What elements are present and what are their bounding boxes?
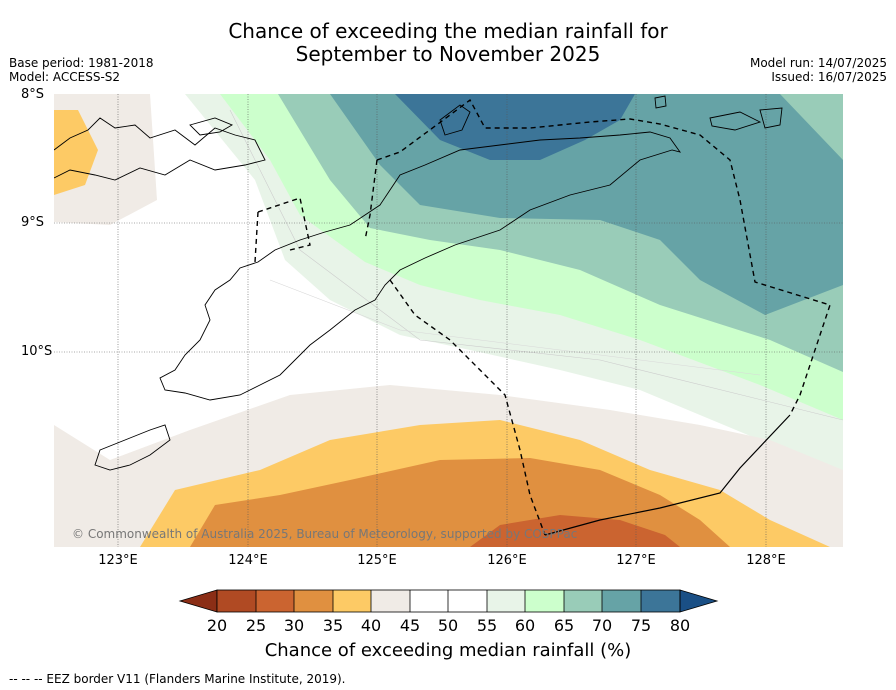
- copyright-notice: © Commonwealth of Australia 2025, Bureau…: [72, 527, 578, 541]
- colorbar-tick: 50: [437, 616, 459, 635]
- metadata-right: Model run: 14/07/2025 Issued: 16/07/2025: [750, 56, 887, 84]
- colorbar-low-arrow: [178, 589, 218, 613]
- colorbar-bin-60-65: [525, 590, 564, 612]
- colorbar-tick: 55: [476, 616, 498, 635]
- maritime-boundary-line: [544, 414, 791, 536]
- colorbar-tick: 25: [245, 616, 267, 635]
- lon-label-128e: 128°E: [746, 553, 786, 568]
- colorbar-bin-35-40: [333, 590, 371, 612]
- model-run-text: Model run: 14/07/2025: [749, 56, 887, 70]
- field-70-75: [330, 94, 843, 315]
- colorbar-tick: 30: [283, 616, 305, 635]
- map-title: Chance of exceeding the median rainfall …: [0, 20, 896, 66]
- colorbar-bin-45-50: [410, 590, 448, 612]
- colorbar-tick: 40: [360, 616, 382, 635]
- contour-line: [269, 279, 761, 376]
- colorbar-tick: 35: [322, 616, 344, 635]
- colorbar-tick: 65: [553, 616, 575, 635]
- model-text: Model: ACCESS-S2: [9, 70, 121, 84]
- lon-label-123e: 123°E: [98, 553, 138, 568]
- graticule: [54, 94, 843, 547]
- issued-text: Issued: 16/07/2025: [771, 70, 887, 84]
- colorbar: [178, 589, 719, 613]
- lon-label-124e: 124°E: [228, 553, 268, 568]
- colorbar-bin-75-80: [641, 590, 680, 612]
- coastlines: [54, 95, 783, 471]
- field-25-30-south: [470, 515, 680, 547]
- colorbar-bin-30-35: [294, 590, 333, 612]
- lon-label-127e: 127°E: [616, 553, 656, 568]
- colorbar-label: Chance of exceeding median rainfall (%): [264, 640, 632, 661]
- probability-fields: [54, 94, 843, 547]
- colorbar-tick: 75: [630, 616, 652, 635]
- babar-coast: [709, 111, 762, 131]
- lat-label-10s: 10°S: [21, 344, 53, 359]
- title-line-1: Chance of exceeding the median rainfall …: [228, 19, 668, 43]
- colorbar-bin-70-75: [602, 590, 641, 612]
- rote-coast: [94, 424, 171, 471]
- lat-label-8s: 8°S: [21, 87, 45, 102]
- colorbar-bin-40-45: [371, 590, 410, 612]
- colorbar-bin-50-55: [448, 590, 487, 612]
- island-coast: [759, 107, 783, 129]
- colorbar-bin-65-70: [564, 590, 602, 612]
- small-island-coast: [189, 117, 234, 136]
- island-coast: [654, 95, 667, 109]
- colorbar-high-arrow: [679, 589, 719, 613]
- colorbar-tick: 70: [591, 616, 613, 635]
- colorbar-bin-55-60: [487, 590, 525, 612]
- title-line-2: September to November 2025: [295, 42, 601, 66]
- flores-coast: [54, 117, 266, 181]
- colorbar-bin-20-25: [217, 590, 256, 612]
- lon-label-126e: 126°E: [487, 553, 527, 568]
- eez-legend-note: -- -- -- EEZ border V11 (Flanders Marine…: [9, 672, 346, 686]
- eez-border: [254, 98, 831, 536]
- lat-label-9s: 9°S: [21, 215, 45, 230]
- wetar-coast: [439, 104, 471, 136]
- timor-coast: [159, 131, 682, 401]
- colorbar-tick: 45: [399, 616, 421, 635]
- contour-line: [229, 109, 843, 421]
- lon-label-125e: 125°E: [357, 553, 397, 568]
- metadata-left: Base period: 1981-2018 Model: ACCESS-S2: [9, 56, 154, 84]
- colorbar-tick: 20: [206, 616, 228, 635]
- colorbar-bin-25-30: [256, 590, 294, 612]
- colorbar-tick: 60: [514, 616, 536, 635]
- colorbar-tick: 80: [669, 616, 691, 635]
- base-period-text: Base period: 1981-2018: [9, 56, 154, 70]
